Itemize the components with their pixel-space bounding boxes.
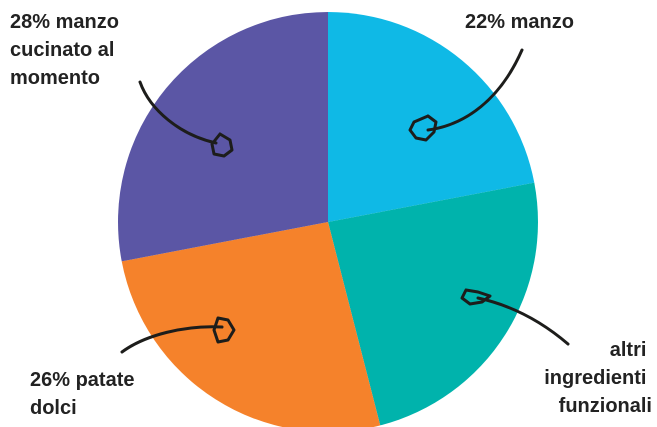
slice-label-manzo-cucinato: 28% manzo cucinato al momento bbox=[10, 11, 125, 89]
pie-slice-altri-ingredienti bbox=[328, 182, 538, 426]
arrow-manzo-cucinato bbox=[138, 80, 234, 158]
slice-label-altri-ingredienti: altri ingredienti funzionali bbox=[544, 339, 652, 417]
arrow-patate-dolci bbox=[120, 316, 236, 354]
arrow-manzo bbox=[408, 48, 524, 142]
slice-label-patate-dolci: 26% patate dolci bbox=[30, 369, 140, 419]
pie-slice-patate-dolci bbox=[121, 222, 381, 427]
slice-label-manzo: 22% manzo bbox=[465, 11, 574, 33]
arrow-altri-ingredienti bbox=[460, 288, 570, 346]
pie-slices bbox=[118, 12, 538, 427]
